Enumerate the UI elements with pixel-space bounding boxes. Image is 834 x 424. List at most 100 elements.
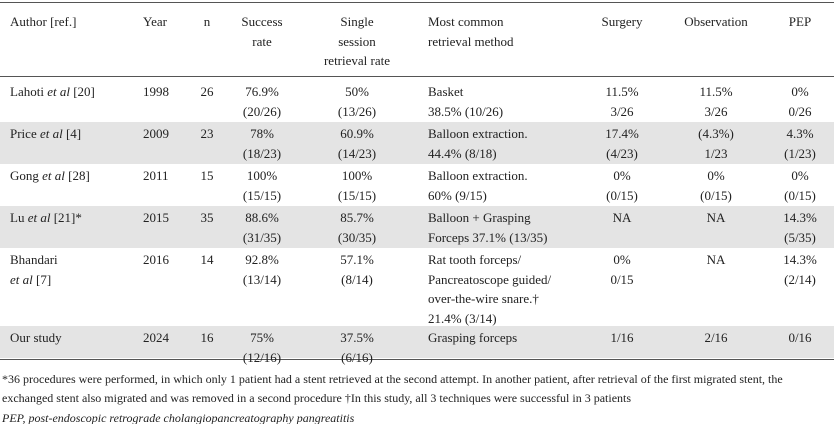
- cell-line: 21.4% (3/14): [428, 310, 497, 326]
- cell-line: (13/26): [337, 103, 377, 119]
- cell-line: (0/15): [606, 187, 638, 203]
- cell-line: Year: [143, 14, 167, 29]
- cell-line: Most common: [428, 14, 504, 29]
- cell-line: 26: [200, 84, 214, 99]
- cell: 85.7% (30/35): [287, 208, 427, 247]
- cell: 0% (0/15): [646, 166, 786, 205]
- cell-line: NA: [706, 210, 726, 225]
- cell: 2011: [143, 166, 169, 186]
- cell-line: Author [ref.]: [10, 14, 77, 29]
- cell-line: 44.4% (8/18): [428, 145, 497, 161]
- cell: Balloon extraction. 44.4% (8/18): [428, 124, 528, 163]
- cell: 75% (12/16): [192, 328, 332, 367]
- cell-line: (15/15): [337, 187, 377, 203]
- cell-line: 0%: [613, 168, 631, 183]
- cell: 78% (18/23): [192, 124, 332, 163]
- cell-line: 0/26: [788, 103, 812, 119]
- cell-line: Balloon extraction.: [428, 168, 528, 183]
- et-al: et al: [39, 126, 63, 141]
- cell-line: (5/35): [784, 229, 816, 245]
- row-band: [0, 206, 834, 248]
- header-cell: Surgery: [552, 12, 692, 32]
- cell: 37.5% (6/16): [287, 328, 427, 367]
- et-al: et al: [47, 84, 70, 99]
- cell-line: 14.3%: [783, 252, 817, 267]
- cell-line: 100%: [246, 168, 278, 183]
- author-text: Price: [10, 126, 40, 141]
- author-text: [21]*: [50, 210, 82, 225]
- cell: 0/16: [730, 328, 834, 348]
- cell-line: 2009: [143, 126, 169, 141]
- header-cell: n: [137, 12, 277, 32]
- cell: 15: [137, 166, 277, 186]
- cell: 100% (15/15): [287, 166, 427, 205]
- header-cell: Year: [143, 12, 167, 32]
- cell: 0% (0/15): [730, 166, 834, 205]
- cell-line: Grasping forceps: [428, 330, 518, 345]
- cell-line: (18/23): [242, 145, 282, 161]
- cell: 0% 0/15: [552, 250, 692, 289]
- cell: 2016: [143, 250, 169, 270]
- author-text: Gong: [10, 168, 43, 183]
- author-text: Lahoti: [10, 84, 48, 99]
- cell-line: 35: [200, 210, 214, 225]
- cell: Grasping forceps: [428, 328, 517, 348]
- cell-line: Success: [241, 14, 283, 29]
- cell: 0% 0/26: [730, 82, 834, 121]
- header-cell: PEP: [730, 12, 834, 32]
- cell-line: n: [203, 14, 211, 29]
- rule: [0, 2, 834, 3]
- cell-line: 4.3%: [786, 126, 814, 141]
- cell: 14.3% (5/35): [730, 208, 834, 247]
- author-cell: Gong et al [28]: [10, 166, 140, 186]
- cell-line: 37.5%: [340, 330, 374, 345]
- cell-line: 0%: [707, 168, 725, 183]
- rule: [0, 76, 834, 77]
- author-text: Lu: [10, 210, 28, 225]
- author-cell: Lu et al [21]*: [10, 208, 140, 228]
- cell-line: 23: [200, 126, 214, 141]
- header-cell: Observation: [646, 12, 786, 32]
- cell: Balloon + Grasping Forceps 37.1% (13/35): [428, 208, 548, 247]
- cell-line: 57.1%: [340, 252, 374, 267]
- author-cell: Bhandari et al [7]: [10, 250, 80, 289]
- cell-line: 50%: [345, 84, 369, 99]
- cell: 16: [137, 328, 277, 348]
- cell-line: 78%: [250, 126, 274, 141]
- cell: 2015: [143, 208, 169, 228]
- cell-line: (12/16): [242, 349, 282, 365]
- cell-line: 0/16: [788, 330, 812, 345]
- cell: 2/16: [646, 328, 786, 348]
- cell-line: 0%: [791, 84, 809, 99]
- cell-line: NA: [706, 252, 726, 267]
- cell-line: 16: [200, 330, 214, 345]
- author-text: [28]: [64, 168, 90, 183]
- author-cell: Lahoti et al [20]: [10, 82, 140, 102]
- cell-line: 0%: [791, 168, 809, 183]
- cell-line: (13/14): [242, 271, 282, 287]
- author-text: [20]: [69, 84, 95, 99]
- cell: 11.5% 3/26: [552, 82, 692, 121]
- header-cell: Author [ref.]: [10, 12, 76, 32]
- cell-line: Forceps 37.1% (13/35): [428, 229, 548, 245]
- cell-line: 3/26: [610, 103, 634, 119]
- cell-line: 88.6%: [245, 210, 279, 225]
- cell-line: (20/26): [242, 103, 282, 119]
- cell-line: Balloon extraction.: [428, 126, 528, 141]
- cell: 17.4% (4/23): [552, 124, 692, 163]
- row-band: [0, 122, 834, 164]
- cell-line: 1/16: [610, 330, 634, 345]
- et-al: et al: [10, 271, 33, 287]
- cell: 26: [137, 82, 277, 102]
- cell: 50% (13/26): [287, 82, 427, 121]
- author-text: Bhandari: [10, 252, 58, 267]
- cell: 60.9% (14/23): [287, 124, 427, 163]
- cell-line: (30/35): [337, 229, 377, 245]
- cell-line: (1/23): [784, 145, 816, 161]
- author-cell: Our study: [10, 328, 140, 348]
- cell-line: 14: [200, 252, 214, 267]
- cell-line: (6/16): [341, 349, 373, 365]
- cell-line: 11.5%: [605, 84, 639, 99]
- cell-line: Basket: [428, 84, 464, 99]
